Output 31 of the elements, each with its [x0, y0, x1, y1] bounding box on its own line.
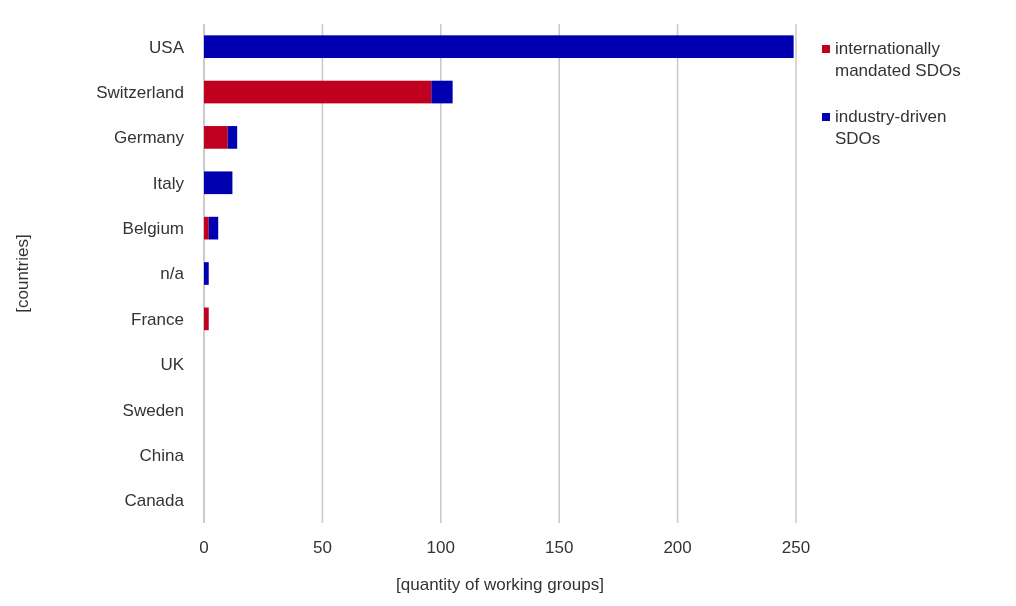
y-tick-label: n/a: [160, 264, 185, 284]
bar: [204, 216, 209, 240]
y-tick-label: France: [131, 309, 184, 329]
y-tick-label: Italy: [152, 173, 185, 193]
x-tick-label: 50: [312, 538, 332, 557]
y-tick-label: Germany: [114, 128, 185, 148]
bar: [227, 126, 238, 149]
x-tick-label: 0: [199, 538, 209, 557]
y-tick-label: Belgium: [122, 219, 184, 239]
x-tick-label: 150: [545, 538, 574, 557]
bar: [204, 171, 233, 195]
legend-label: industry-driven SDOs: [835, 107, 947, 148]
x-tick-label: 250: [781, 538, 811, 557]
bar: [204, 307, 209, 331]
bar: [204, 262, 209, 285]
bar: [208, 216, 219, 240]
x-axis-title: [quantity of working groups]: [396, 575, 604, 594]
bar: [431, 80, 453, 104]
y-tick-label: Switzerland: [96, 83, 184, 102]
y-axis-title: [countries]: [13, 234, 32, 313]
y-tick-label: Sweden: [122, 400, 184, 420]
x-tick-label: 200: [663, 538, 692, 557]
y-tick-label: Canada: [124, 491, 185, 511]
bar: [204, 35, 794, 59]
y-tick-label: USA: [149, 37, 185, 57]
x-tick-label: 100: [426, 538, 455, 557]
y-tick-label: China: [139, 445, 185, 465]
bar: [204, 126, 228, 149]
legend-label: internationally mandated SDOs: [835, 39, 961, 80]
bar: [204, 80, 432, 104]
y-tick-label: UK: [160, 355, 185, 375]
